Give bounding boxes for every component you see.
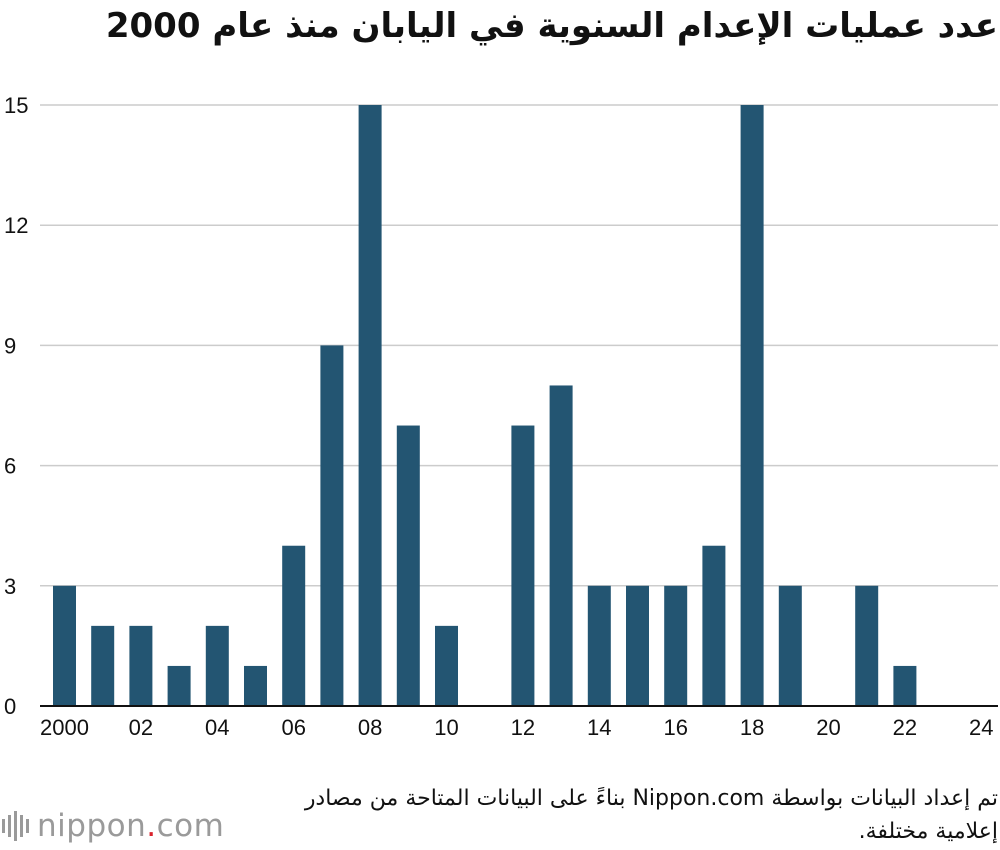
bar-2016 (664, 585, 688, 706)
x-tick-label: 18 (740, 715, 764, 740)
bar-2000 (53, 585, 76, 706)
x-tick-label: 16 (663, 715, 687, 740)
chart-title: عدد عمليات الإعدام السنوية في اليابان من… (105, 6, 998, 46)
bar-2001 (91, 625, 115, 706)
y-tick-label: 0 (4, 694, 16, 719)
x-tick-label: 22 (893, 715, 917, 740)
bar-2002 (129, 625, 153, 706)
logo-wordmark: nippon.com (37, 808, 225, 844)
bar-2014 (587, 585, 611, 706)
x-axis-ticks: 2000 02 04 06 08 10 12 14 16 18 20 22 24 (40, 715, 994, 740)
x-tick-label: 12 (511, 715, 535, 740)
bar-2010 (435, 625, 458, 706)
x-tick-label: 08 (358, 715, 382, 740)
gridlines (40, 104, 998, 587)
bars (53, 105, 917, 706)
bar-2022 (893, 665, 917, 706)
x-tick-label: 06 (281, 715, 305, 740)
y-tick-label: 3 (4, 574, 16, 599)
y-tick-label: 15 (4, 93, 28, 118)
y-axis-ticks: 0 3 6 9 12 15 (4, 93, 28, 719)
y-tick-label: 12 (4, 213, 28, 238)
logo-bars-icon (2, 811, 29, 841)
bar-2012 (511, 425, 535, 706)
x-tick-label: 14 (587, 715, 611, 740)
bar-2019 (778, 585, 802, 706)
source-note: تم إعداد البيانات بواسطة Nippon.com بناء… (304, 786, 998, 844)
bar-2008 (358, 105, 382, 706)
bar-2013 (549, 385, 573, 706)
nippon-logo: nippon.com (2, 806, 224, 846)
y-tick-label: 6 (4, 454, 16, 479)
x-tick-label: 24 (969, 715, 993, 740)
x-tick-label: 10 (434, 715, 458, 740)
bar-2006 (282, 545, 306, 706)
bar-2009 (396, 425, 420, 706)
bar-2005 (244, 665, 267, 706)
bar-2004 (205, 625, 229, 706)
x-tick-label: 20 (816, 715, 840, 740)
bar-2003 (167, 665, 191, 706)
y-tick-label: 9 (4, 333, 16, 358)
x-tick-label: 02 (129, 715, 153, 740)
bar-2007 (320, 345, 344, 706)
bar-2018 (740, 105, 764, 706)
bar-2021 (855, 585, 879, 706)
bar-2015 (626, 585, 649, 706)
bar-chart: 0 3 6 9 12 15 2000 02 04 06 08 10 12 14 16 18 20 22 24 (4, 93, 998, 740)
x-tick-label: 2000 (40, 715, 89, 740)
bar-2017 (702, 545, 726, 706)
x-tick-label: 04 (205, 715, 229, 740)
